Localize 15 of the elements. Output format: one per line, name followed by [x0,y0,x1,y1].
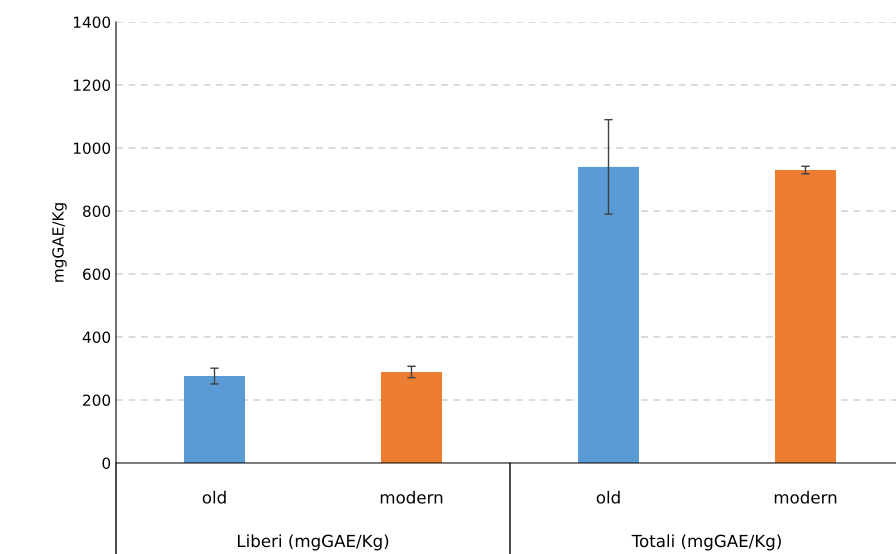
y-tick-label: 1000 [74,142,110,154]
y-axis-title: mgGAE/Kg [52,203,67,282]
text: Liberi (mgGAE/Kg) [238,534,388,550]
y-tick-label: 1200 [74,79,110,92]
text: Totali (mgGAE/Kg) [632,534,781,550]
y-tick-label: 200 [83,394,110,406]
y-tick-label: 800 [83,205,110,218]
x-tick-label: old [202,490,226,504]
y-tick-label: 0 [102,457,110,470]
x-tick-label: modern [380,490,442,504]
y-tick-label: 600 [83,268,110,280]
x-tick-label: modern [774,490,836,504]
x-tick-label: old [596,490,620,504]
y-tick-label: 400 [82,331,110,344]
y-tick-label: 1400 [74,16,110,28]
